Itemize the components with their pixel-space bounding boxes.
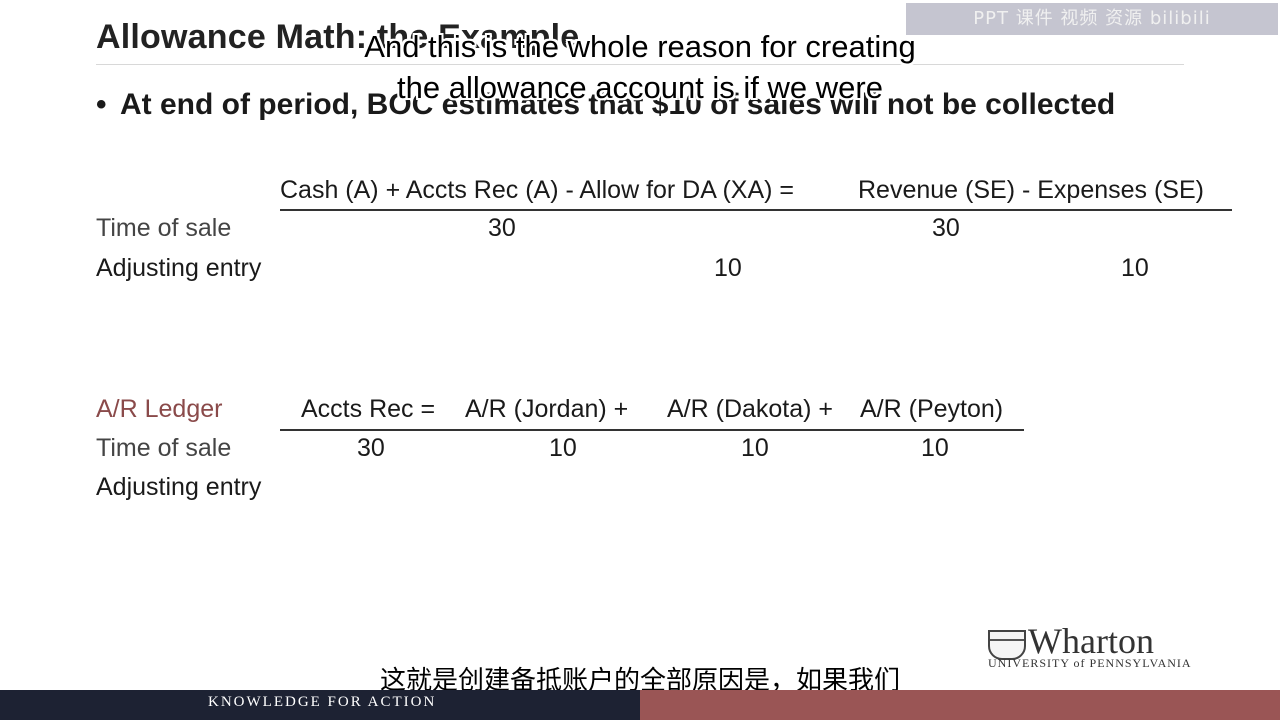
equation-cell-accts-rec: 30	[488, 214, 516, 242]
ledger-header: Accts Rec =	[301, 395, 436, 423]
bullet-dot-icon: •	[96, 88, 107, 121]
ledger-row-label: Adjusting entry	[96, 473, 262, 501]
wharton-logo: Wharton UNIVERSITY of PENNSYLVANIA	[988, 621, 1193, 672]
title-divider	[96, 64, 1184, 65]
equation-header-right: Revenue (SE) - Expenses (SE)	[858, 176, 1204, 204]
ledger-header: A/R (Peyton)	[860, 395, 1004, 423]
equation-cell-revenue: 30	[932, 214, 960, 242]
subtitle-line-1: And this is the whole reason for creatin…	[364, 29, 916, 64]
footer-text: KNOWLEDGE FOR ACTION	[208, 694, 437, 710]
equation-cell-expenses: 10	[1121, 254, 1149, 282]
equation-cell-allowance: 10	[714, 254, 742, 282]
equation-row-label: Time of sale	[96, 214, 232, 242]
logo-wordmark: Wharton	[1028, 621, 1154, 661]
ledger-label: A/R Ledger	[96, 395, 223, 423]
bullet-text: At end of period, BOC estimates that $10…	[120, 88, 1116, 121]
equation-header-rule	[280, 209, 1232, 211]
footer-bar-left	[0, 690, 640, 720]
ledger-cell: 10	[741, 434, 769, 462]
ledger-header: A/R (Jordan) +	[465, 395, 629, 423]
ledger-header-rule	[280, 429, 1024, 431]
ledger-header: A/R (Dakota) +	[667, 395, 834, 423]
logo-subtitle: UNIVERSITY of PENNSYLVANIA	[988, 656, 1192, 670]
ledger-cell: 10	[549, 434, 577, 462]
equation-row-label: Adjusting entry	[96, 254, 262, 282]
equation-header-left: Cash (A) + Accts Rec (A) - Allow for DA …	[280, 176, 795, 204]
ledger-cell: 30	[357, 434, 385, 462]
subtitle-line-2: the allowance account is if we were	[397, 70, 883, 105]
footer-bar-right	[640, 690, 1280, 720]
slide-title: Allowance Math: the Example	[96, 18, 580, 56]
bullet-point: • At end of period, BOC estimates that $1…	[96, 88, 1115, 122]
shield-icon	[988, 630, 1026, 660]
ledger-row-label: Time of sale	[96, 434, 232, 462]
ledger-cell: 10	[921, 434, 949, 462]
watermark: PPT 课件 视频 资源 bilibili	[906, 3, 1278, 35]
